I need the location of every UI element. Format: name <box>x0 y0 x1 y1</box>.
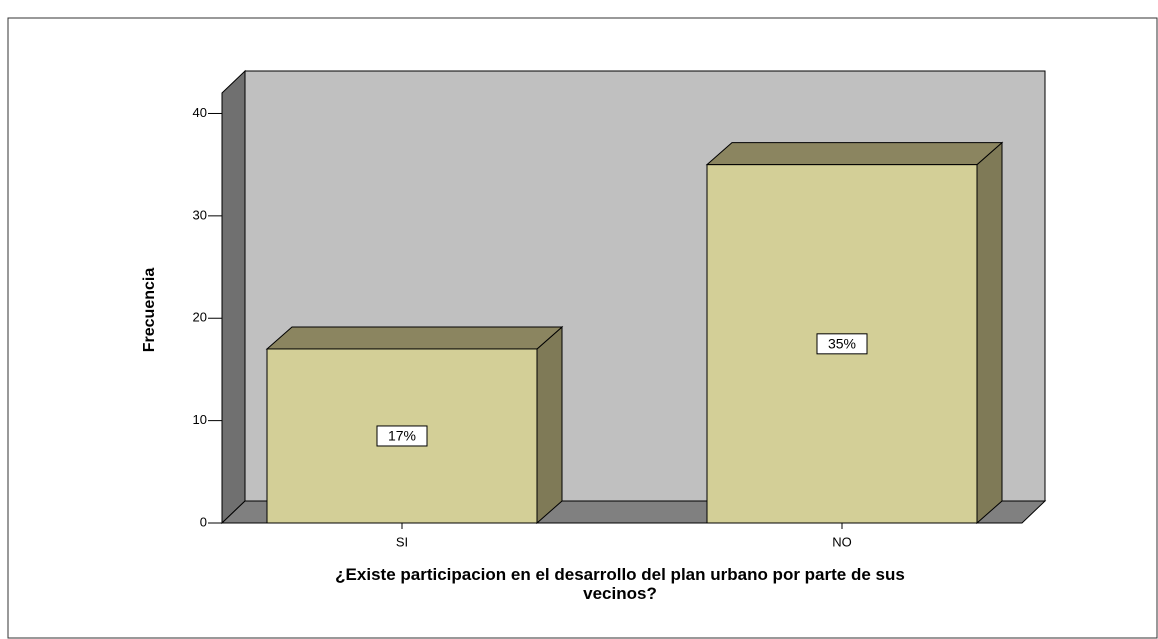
value-label-box <box>816 333 868 355</box>
value-label-box <box>376 425 428 447</box>
y-tick-label: 40 <box>193 105 207 120</box>
y-axis-label: Frecuencia <box>141 268 158 353</box>
bar-top <box>265 326 564 350</box>
value-label: 35% <box>828 336 856 352</box>
y-tick-label: 20 <box>193 310 207 325</box>
left-wall <box>221 69 246 525</box>
x-axis-label: ¿Existe participacion en el desarrollo d… <box>335 565 905 603</box>
y-tick-label: 30 <box>193 207 207 222</box>
y-tick-label: 0 <box>200 514 207 529</box>
value-label: 17% <box>388 428 416 444</box>
bar-side <box>976 141 1003 525</box>
bar-side <box>536 325 563 525</box>
bar-top <box>705 142 1004 166</box>
y-tick-label: 10 <box>193 412 207 427</box>
x-tick-label: SI <box>396 534 408 549</box>
x-tick-label: NO <box>832 534 852 549</box>
